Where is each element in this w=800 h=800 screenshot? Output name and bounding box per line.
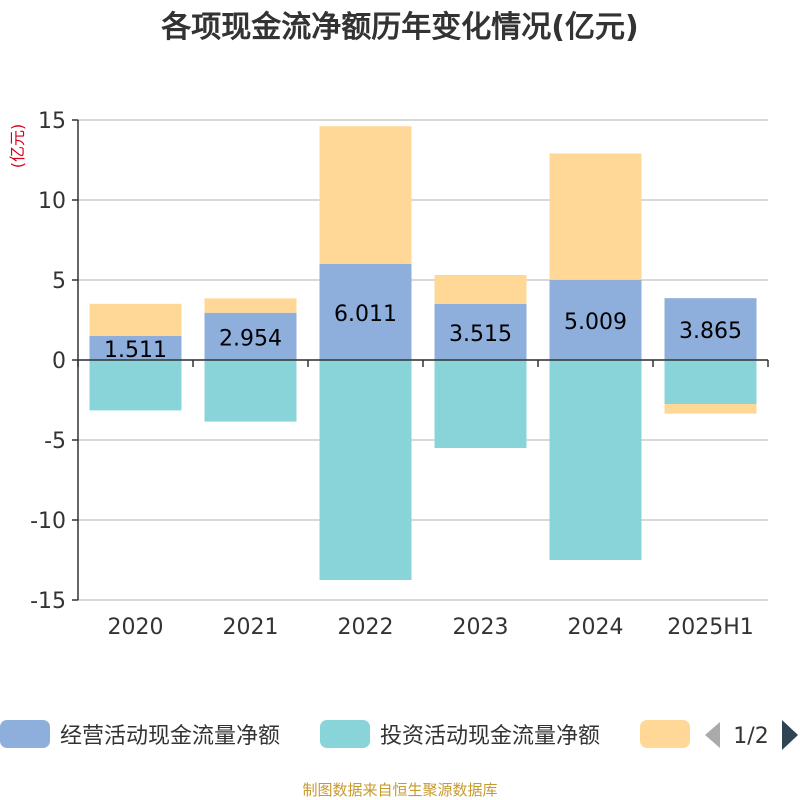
y-tick-label: -15: [30, 589, 66, 614]
legend-next-page-icon[interactable]: [782, 720, 798, 750]
x-tick-label: 2020: [108, 615, 164, 640]
bar-series-3-2024[interactable]: [549, 153, 642, 280]
bar-series-2-2023[interactable]: [434, 360, 527, 448]
bar-series-1-2024[interactable]: [549, 279, 642, 360]
chart-title: 各项现金流净额历年变化情况(亿元): [160, 10, 638, 45]
x-tick-label: 2021: [223, 615, 279, 640]
legend-item-1[interactable]: 经营活动现金流量净额: [0, 720, 280, 749]
legend-label: 投资活动现金流量净额: [380, 724, 600, 749]
bar-series-1-2023[interactable]: [434, 303, 527, 360]
y-tick-label: 10: [38, 189, 66, 214]
x-tick-label: 2024: [568, 615, 624, 640]
bar-series-2-2022[interactable]: [319, 360, 412, 580]
legend: 经营活动现金流量净额 投资活动现金流量净额: [0, 720, 690, 749]
axes: 15 10 5 0 -5 -10 -15 2020 2021 2022 2023 2024 2025H1: [30, 109, 769, 640]
y-tick-label: -10: [30, 509, 66, 534]
legend-pager: 1/2: [705, 720, 798, 750]
bar-series-2-2025H1[interactable]: [664, 360, 757, 404]
x-tick-label: 2023: [453, 615, 509, 640]
y-tick-label: -5: [44, 429, 66, 454]
bar-series-2-2024[interactable]: [549, 360, 642, 560]
bar-series-1-2025H1[interactable]: [664, 298, 757, 360]
bar-series-3-2023[interactable]: [434, 274, 527, 304]
legend-page-indicator: 1/2: [733, 724, 768, 749]
legend-item-3[interactable]: [640, 720, 690, 748]
data-source-note: 制图数据来自恒生聚源数据库: [302, 781, 497, 799]
bar-series-3-2020[interactable]: [89, 303, 182, 336]
bar-series-2-2021[interactable]: [204, 360, 297, 422]
bar-series-3-2021[interactable]: [204, 298, 297, 313]
bars: [89, 126, 757, 580]
y-tick-label: 0: [52, 349, 66, 374]
data-label: 1.511: [104, 338, 167, 363]
legend-swatch: [0, 720, 50, 748]
y-tick-label: 15: [38, 109, 66, 134]
x-tick-label: 2022: [338, 615, 394, 640]
legend-prev-page-icon[interactable]: [705, 722, 720, 748]
bar-series-2-2020[interactable]: [89, 360, 182, 411]
bar-series-1-2021[interactable]: [204, 312, 297, 360]
bar-series-1-2020[interactable]: [89, 335, 182, 360]
bar-series-3-2025H1[interactable]: [664, 404, 757, 414]
data-label: 2.954: [219, 326, 282, 351]
data-label: 6.011: [334, 302, 397, 327]
bar-series-1-2022[interactable]: [319, 263, 412, 360]
data-label: 3.515: [449, 322, 512, 347]
legend-label: 经营活动现金流量净额: [60, 724, 280, 749]
y-axis-unit-label: (亿元): [8, 124, 27, 169]
data-labels: 1.511 2.954 6.011 3.515 5.009 3.865: [104, 302, 742, 363]
x-tick-label: 2025H1: [667, 615, 754, 640]
data-label: 3.865: [679, 319, 742, 344]
bar-series-3-2022[interactable]: [319, 126, 412, 264]
legend-swatch: [320, 720, 370, 748]
legend-item-2[interactable]: 投资活动现金流量净额: [320, 720, 600, 749]
legend-swatch: [640, 720, 690, 748]
data-label: 5.009: [564, 310, 627, 335]
y-tick-label: 5: [52, 269, 66, 294]
